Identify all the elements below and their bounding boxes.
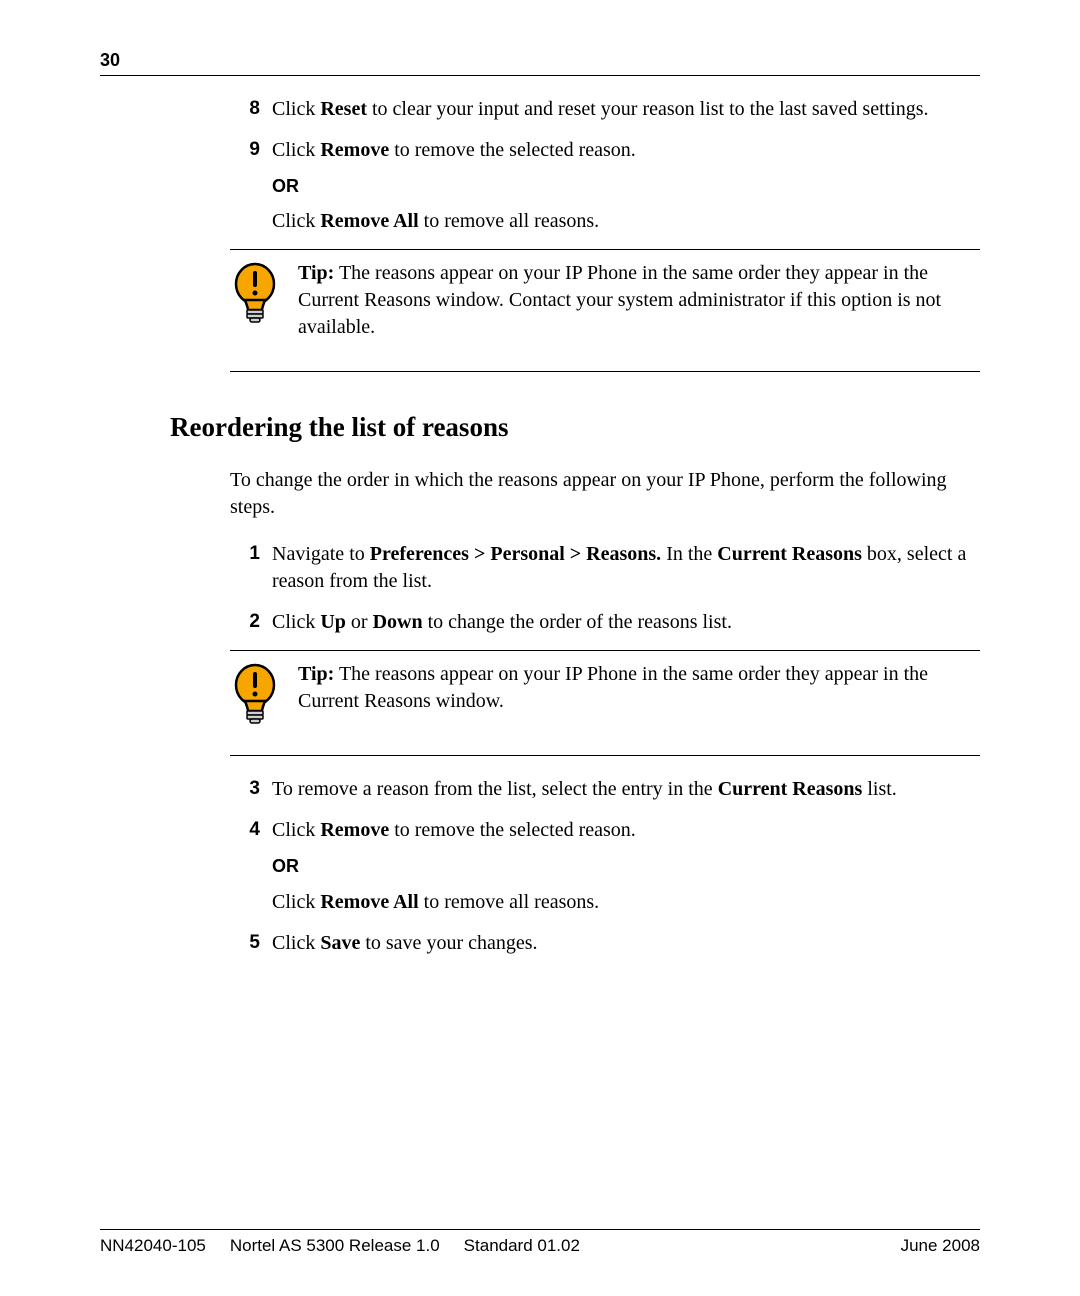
step-body: Navigate to Preferences > Personal > Rea… <box>272 541 980 595</box>
lightbulb-icon <box>230 262 280 324</box>
tip-rule-bottom <box>230 371 980 372</box>
or-label: OR <box>272 854 980 878</box>
step-body: To remove a reason from the list, select… <box>272 776 980 803</box>
footer-product: Nortel AS 5300 Release 1.0 <box>230 1236 440 1256</box>
intro-paragraph: To change the order in which the reasons… <box>230 467 980 521</box>
step-number: 9 <box>230 137 272 235</box>
step-body: Click Remove to remove the selected reas… <box>272 137 980 235</box>
footer-rule <box>100 1229 980 1230</box>
step-row: 9Click Remove to remove the selected rea… <box>230 137 980 235</box>
tip-rule-top <box>230 249 980 250</box>
step-text: Click Remove to remove the selected reas… <box>272 817 980 844</box>
tip-label: Tip: <box>298 262 334 284</box>
step-number: 8 <box>230 96 272 123</box>
tip-rule-top <box>230 650 980 651</box>
step-row: 4Click Remove to remove the selected rea… <box>230 817 980 915</box>
footer-doc-id: NN42040-105 <box>100 1236 206 1256</box>
step-body: Click Save to save your changes. <box>272 930 980 957</box>
top-steps-block: 8Click Reset to clear your input and res… <box>230 96 980 235</box>
tip-block-1: Tip: The reasons appear on your IP Phone… <box>230 249 980 372</box>
step-body: Click Up or Down to change the order of … <box>272 609 980 636</box>
step-number: 3 <box>230 776 272 803</box>
step-row: 8Click Reset to clear your input and res… <box>230 96 980 123</box>
bottom-steps-block-b: 3To remove a reason from the list, selec… <box>230 776 980 956</box>
step-text: Navigate to Preferences > Personal > Rea… <box>272 541 980 595</box>
section-heading: Reordering the list of reasons <box>170 412 980 443</box>
step-row: 1Navigate to Preferences > Personal > Re… <box>230 541 980 595</box>
tip-rule-bottom <box>230 755 980 756</box>
page-number: 30 <box>100 50 980 71</box>
step-text: Click Remove to remove the selected reas… <box>272 137 980 164</box>
page-footer: NN42040-105 Nortel AS 5300 Release 1.0 S… <box>100 1229 980 1256</box>
step-text: To remove a reason from the list, select… <box>272 776 980 803</box>
step-row: 3To remove a reason from the list, selec… <box>230 776 980 803</box>
step-number: 1 <box>230 541 272 595</box>
tip-body: The reasons appear on your IP Phone in t… <box>298 663 928 712</box>
step-text: Click Up or Down to change the order of … <box>272 609 980 636</box>
step-number: 4 <box>230 817 272 915</box>
step-row: 2Click Up or Down to change the order of… <box>230 609 980 636</box>
tip-text-1: Tip: The reasons appear on your IP Phone… <box>298 260 980 341</box>
step-body: Click Remove to remove the selected reas… <box>272 817 980 915</box>
step-text: Click Reset to clear your input and rese… <box>272 96 980 123</box>
step-or-text: Click Remove All to remove all reasons. <box>272 208 980 235</box>
lightbulb-icon <box>230 663 280 725</box>
tip-block-2: Tip: The reasons appear on your IP Phone… <box>230 650 980 756</box>
tip-label: Tip: <box>298 663 334 685</box>
footer-standard: Standard 01.02 <box>464 1236 580 1256</box>
tip-text-2: Tip: The reasons appear on your IP Phone… <box>298 661 980 715</box>
step-number: 2 <box>230 609 272 636</box>
page: 30 8Click Reset to clear your input and … <box>0 0 1080 1296</box>
top-rule <box>100 75 980 76</box>
step-row: 5Click Save to save your changes. <box>230 930 980 957</box>
step-text: Click Save to save your changes. <box>272 930 980 957</box>
step-number: 5 <box>230 930 272 957</box>
footer-date: June 2008 <box>901 1236 980 1256</box>
bottom-steps-block-a: 1Navigate to Preferences > Personal > Re… <box>230 541 980 636</box>
step-body: Click Reset to clear your input and rese… <box>272 96 980 123</box>
or-label: OR <box>272 174 980 198</box>
tip-body: The reasons appear on your IP Phone in t… <box>298 262 941 338</box>
step-or-text: Click Remove All to remove all reasons. <box>272 889 980 916</box>
